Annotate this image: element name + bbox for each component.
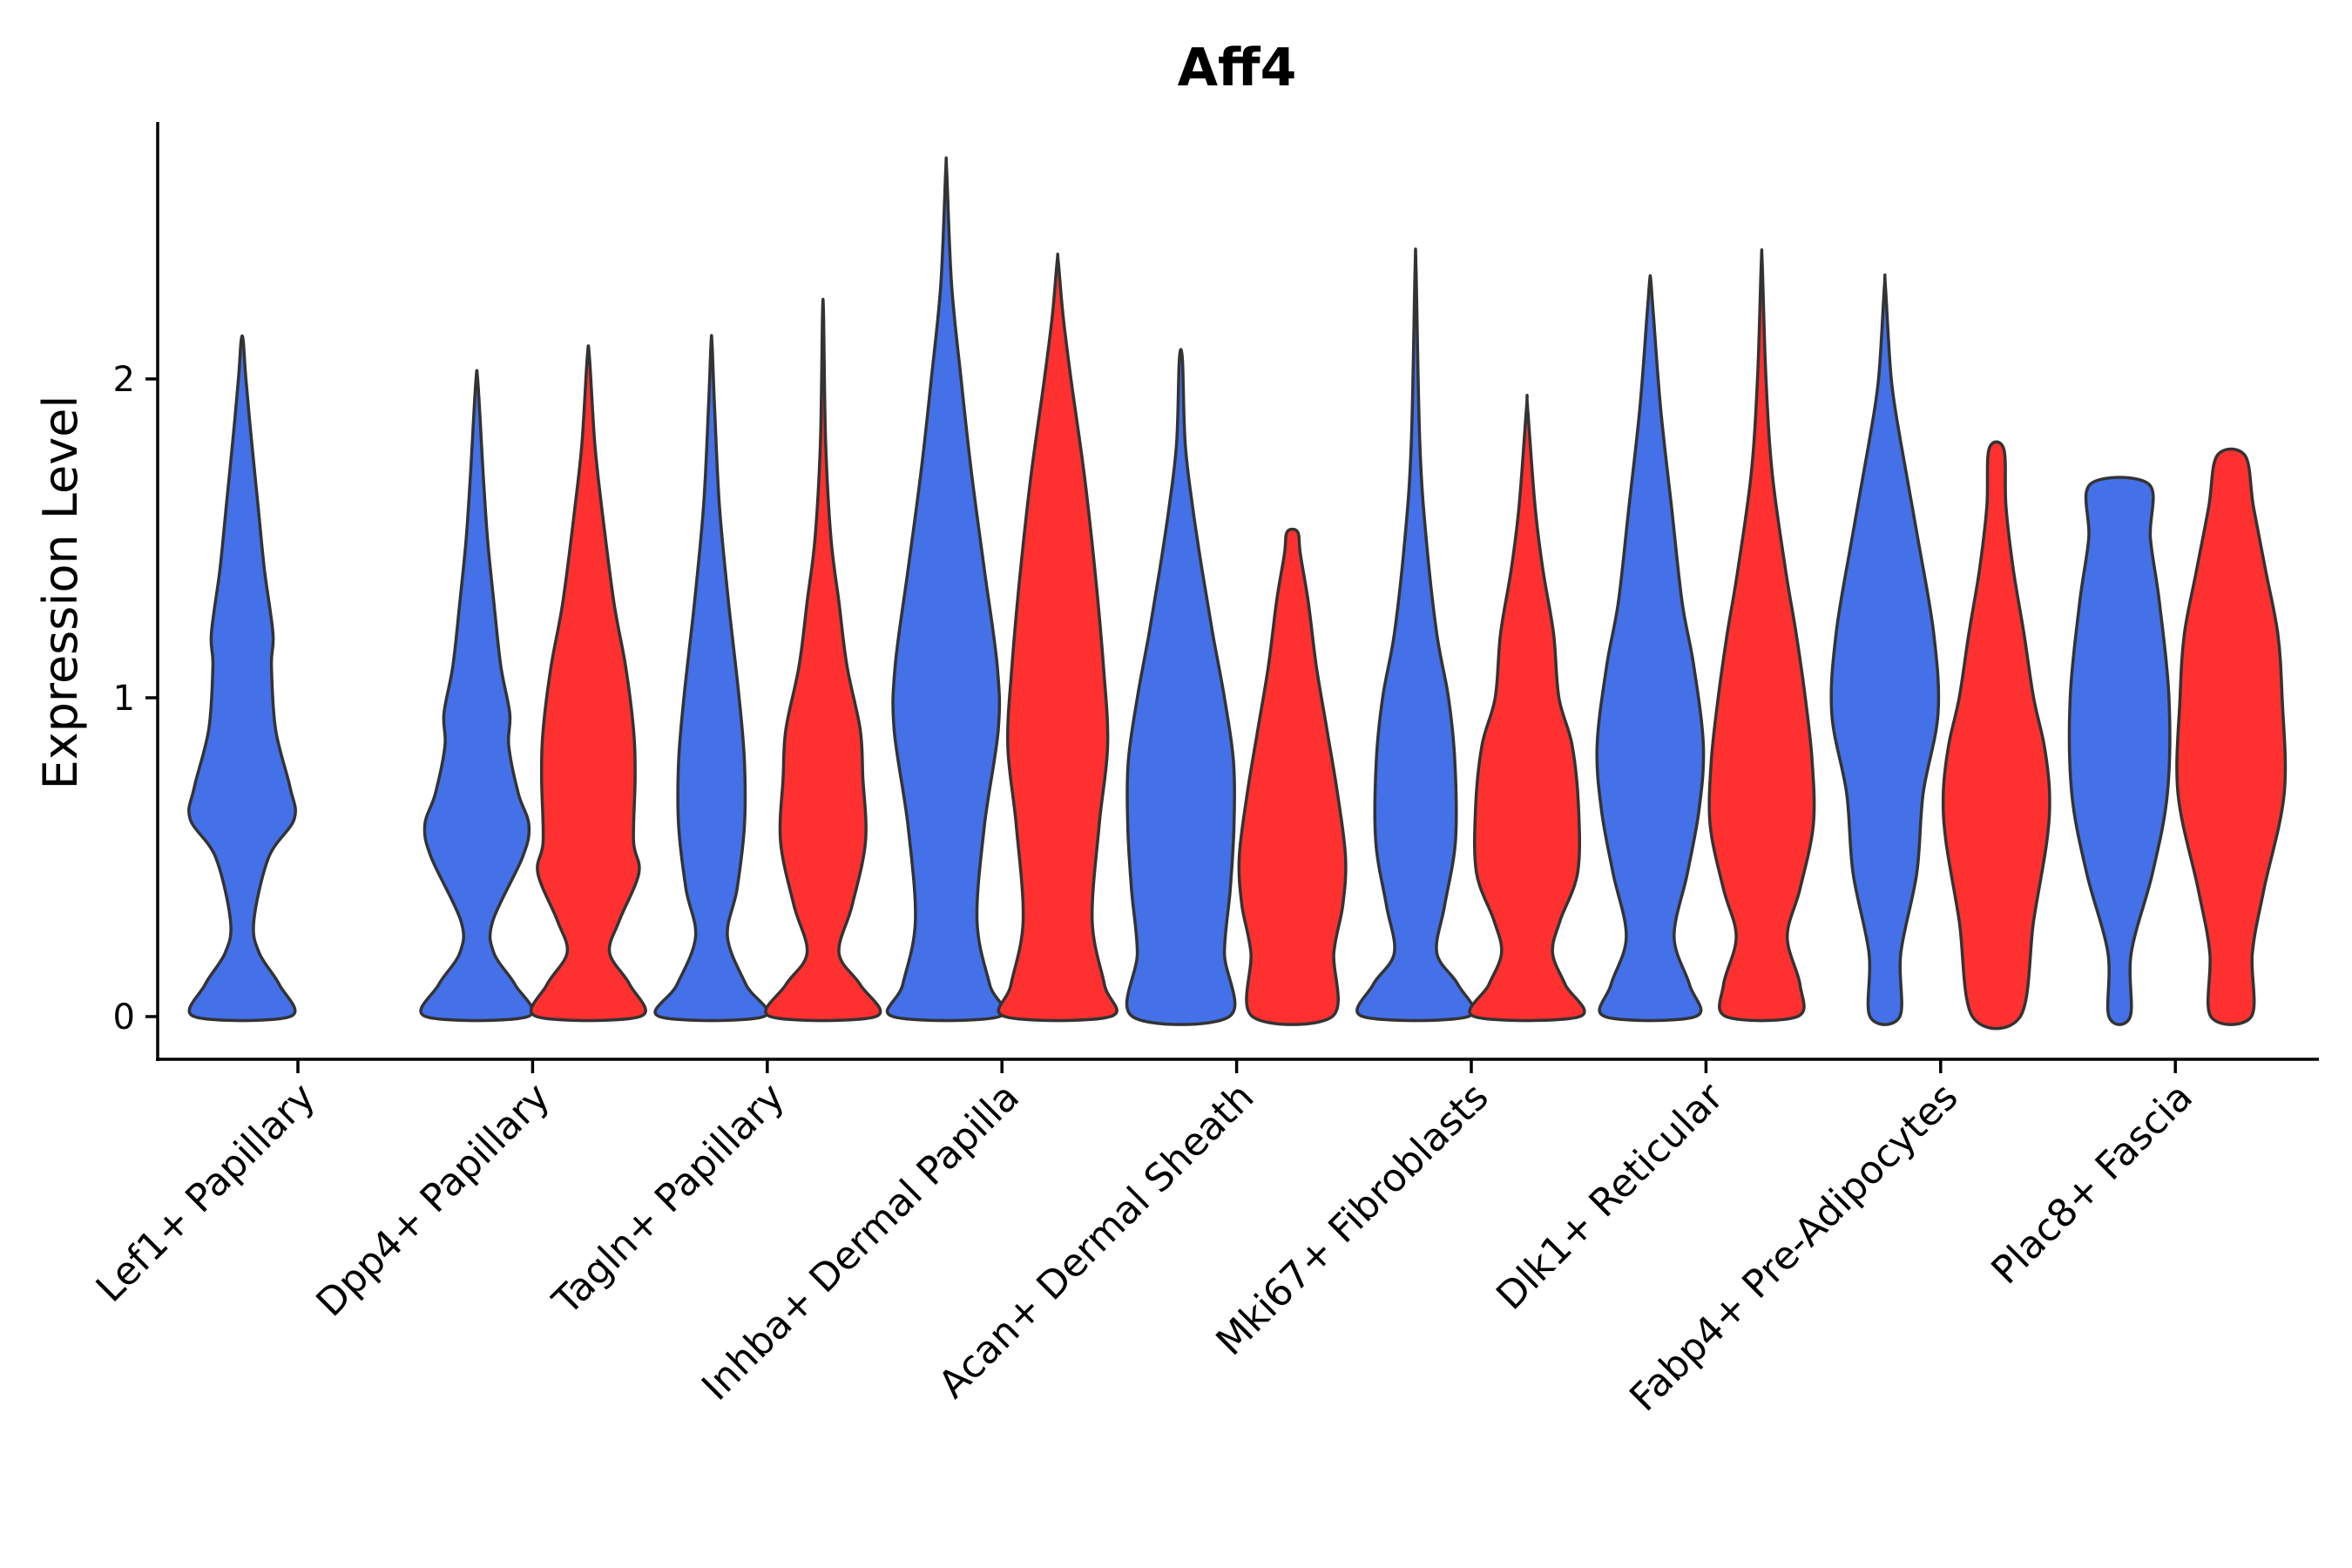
y-tick-label: 0	[113, 997, 135, 1037]
x-tick-label: Plac8+ Fascia	[1983, 1075, 2201, 1294]
violin-fabp4-pre-adipocytes-group1	[1829, 273, 1941, 1026]
violin-tagln-papillary-group1	[653, 334, 770, 1023]
violin-lef1-papillary-group1	[187, 334, 297, 1023]
y-tick-label: 1	[113, 679, 135, 719]
chart-title: Aff4	[1178, 37, 1297, 98]
x-tick-label: Lef1+ Papillary	[88, 1075, 324, 1311]
x-tick-label: Dlk1+ Reticular	[1488, 1074, 1733, 1319]
x-tick-label: Tagln+ Papillary	[544, 1075, 793, 1324]
violin-inhba-dermal-papilla-group2	[997, 253, 1119, 1023]
violin-dlk1-reticular-group1	[1595, 274, 1706, 1023]
violin-acan-dermal-sheath-group2	[1237, 527, 1348, 1026]
violin-fabp4-pre-adipocytes-group2	[1941, 440, 2051, 1031]
violin-layer	[187, 156, 2288, 1031]
violin-dpp4-papillary-group1	[419, 368, 535, 1023]
violin-dpp4-papillary-group2	[529, 344, 647, 1023]
violin-acan-dermal-sheath-group1	[1125, 348, 1237, 1026]
violin-mki67-fibroblasts-group1	[1355, 247, 1476, 1023]
violin-plac8-fascia-group2	[2175, 447, 2288, 1026]
y-tick-label: 2	[113, 360, 135, 400]
y-axis-label: Expression Level	[33, 395, 88, 790]
x-tick-label: Mki67+ Fibroblasts	[1207, 1075, 1497, 1364]
violin-mki67-fibroblasts-group2	[1468, 393, 1586, 1023]
violin-dlk1-reticular-group2	[1707, 248, 1816, 1023]
violin-tagln-papillary-group2	[764, 297, 882, 1023]
violin-inhba-dermal-papilla-group1	[885, 156, 1007, 1023]
x-tick-label: Dpp4+ Papillary	[308, 1075, 559, 1326]
y-ticks: 0 1 2	[113, 360, 158, 1037]
violin-plac8-fascia-group1	[2067, 476, 2172, 1026]
